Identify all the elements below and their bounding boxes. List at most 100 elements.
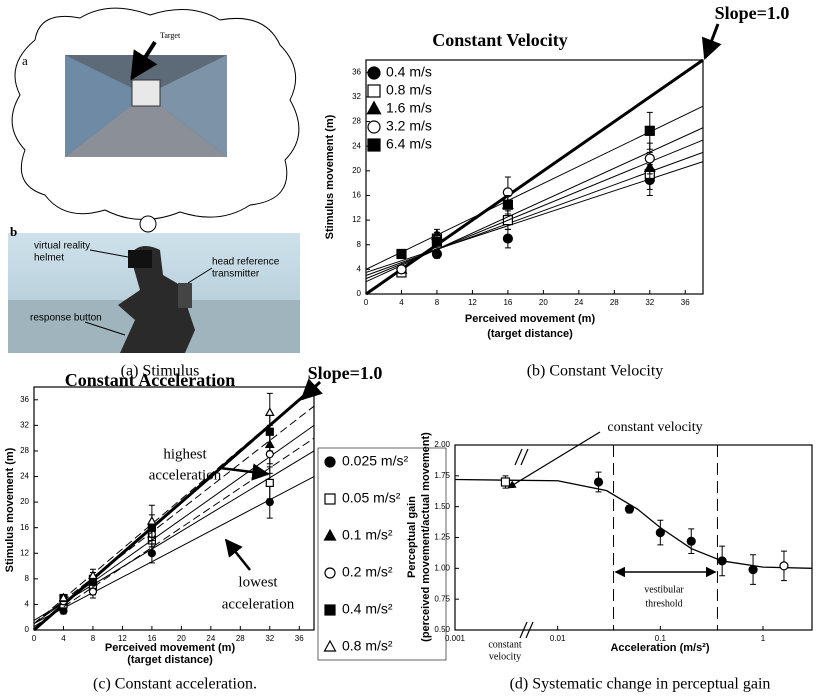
y-tick-label: 1.75 — [434, 471, 450, 480]
annotation: Slope=1.0 — [715, 3, 790, 23]
x-axis-label: (target distance) — [127, 654, 213, 666]
x-tick-label: 1 — [761, 634, 766, 643]
label: head reference — [212, 257, 280, 268]
x-axis-label: Perceived movement (m) — [105, 642, 236, 654]
legend-marker — [325, 641, 336, 651]
legend-marker — [325, 568, 335, 578]
legend-label: 0.025 m/s² — [342, 453, 408, 469]
x-tick-label: 0.001 — [445, 634, 466, 643]
x-tick-label: 12 — [118, 634, 127, 643]
x-tick-label: 24 — [206, 634, 215, 643]
x-tick-label: 36 — [295, 634, 304, 643]
legend-label: 0.4 m/s — [386, 64, 432, 80]
x-tick-label: 36 — [681, 298, 690, 307]
x-axis-label: Perceived movement (m) — [465, 313, 596, 325]
label: transmitter — [212, 269, 260, 280]
caption: (d) Systematic change in perceptual gain — [510, 676, 771, 693]
legend-marker — [368, 121, 380, 133]
y-axis-label: Stimulus movement (m) — [4, 447, 16, 572]
x-tick-label: velocity — [489, 651, 521, 662]
annotation: acceleration — [222, 596, 295, 612]
y-tick-label: 20 — [352, 166, 361, 175]
y-tick-label: 1.00 — [434, 563, 450, 572]
y-tick-label: 4 — [25, 600, 30, 609]
x-tick-label: 20 — [177, 634, 186, 643]
fit-curve — [455, 480, 812, 569]
y-tick-label: 16 — [352, 191, 361, 200]
point — [718, 557, 726, 565]
label: a — [22, 53, 28, 68]
annotation-arrow — [508, 432, 600, 488]
x-tick-label: 0 — [364, 298, 369, 307]
plot-frame — [455, 445, 812, 630]
y-tick-label: 0.50 — [434, 625, 450, 634]
y-tick-label: 1.25 — [434, 533, 450, 542]
y-tick-label: 12 — [352, 215, 361, 224]
x-tick-label: 28 — [236, 634, 245, 643]
legend-label: 0.8 m/s² — [342, 638, 393, 654]
helmet — [128, 250, 152, 268]
label: response button — [30, 313, 102, 324]
y-tick-label: 28 — [20, 446, 29, 455]
legend-label: 6.4 m/s — [386, 136, 432, 152]
legend-marker — [368, 67, 380, 79]
legend-marker — [325, 605, 335, 615]
annotation: Slope=1.0 — [308, 363, 383, 383]
x-tick-label: 28 — [610, 298, 619, 307]
point — [432, 237, 441, 246]
y-tick-label: 16 — [20, 523, 29, 532]
y-tick-label: 0 — [357, 289, 362, 298]
label: virtual reality — [34, 241, 90, 252]
y-tick-label: 28 — [352, 117, 361, 126]
x-tick-label: 4 — [399, 298, 404, 307]
point — [503, 234, 512, 243]
label: Target — [160, 31, 181, 40]
x-tick-label: 24 — [574, 298, 583, 307]
chart-title: Constant Velocity — [432, 30, 568, 50]
legend-marker — [325, 494, 335, 504]
x-axis-label: Acceleration (m/s²) — [610, 642, 709, 654]
caption: (c) Constant acceleration. — [93, 676, 257, 693]
stimulus-panel: a Target b virtual reality helmet head r… — [8, 8, 300, 353]
point — [397, 249, 406, 258]
point — [148, 517, 156, 524]
legend-label: 0.8 m/s — [386, 82, 432, 98]
point — [503, 200, 512, 209]
bubble — [140, 216, 156, 232]
y-tick-label: 32 — [352, 92, 361, 101]
y-axis-label: Perceptual gain — [406, 496, 418, 578]
legend-marker — [368, 85, 380, 97]
y-axis-label: Stimulus movement (m) — [324, 114, 336, 239]
y-tick-label: 8 — [357, 240, 362, 249]
label: helmet — [34, 253, 64, 264]
y-tick-label: 20 — [20, 497, 29, 506]
x-tick-label: 20 — [539, 298, 548, 307]
legend-label: 3.2 m/s — [386, 118, 432, 134]
legend-marker — [367, 102, 380, 114]
point — [397, 265, 406, 274]
point — [780, 562, 788, 570]
y-tick-label: 0 — [25, 625, 30, 634]
x-tick-label: 0.01 — [550, 634, 566, 643]
point — [266, 479, 273, 486]
x-tick-label: 12 — [468, 298, 477, 307]
legend-label: 1.6 m/s — [386, 100, 432, 116]
transmitter — [178, 283, 192, 308]
x-axis-label: (target distance) — [487, 328, 573, 340]
point — [645, 126, 654, 135]
annotation: vestibular — [644, 584, 684, 595]
legend-label: 0.05 m/s² — [342, 490, 401, 506]
x-tick-label: 4 — [61, 634, 66, 643]
point — [501, 478, 509, 486]
x-tick-label: 32 — [265, 634, 274, 643]
legend-marker — [325, 457, 335, 467]
y-tick-label: 0.75 — [434, 594, 450, 603]
point — [749, 566, 757, 574]
label: b — [10, 224, 17, 239]
annotation: threshold — [645, 598, 682, 609]
x-tick-label: 8 — [91, 634, 96, 643]
legend-marker — [325, 530, 336, 540]
point — [645, 154, 654, 163]
fit-line — [34, 406, 314, 623]
y-tick-label: 24 — [352, 141, 361, 150]
